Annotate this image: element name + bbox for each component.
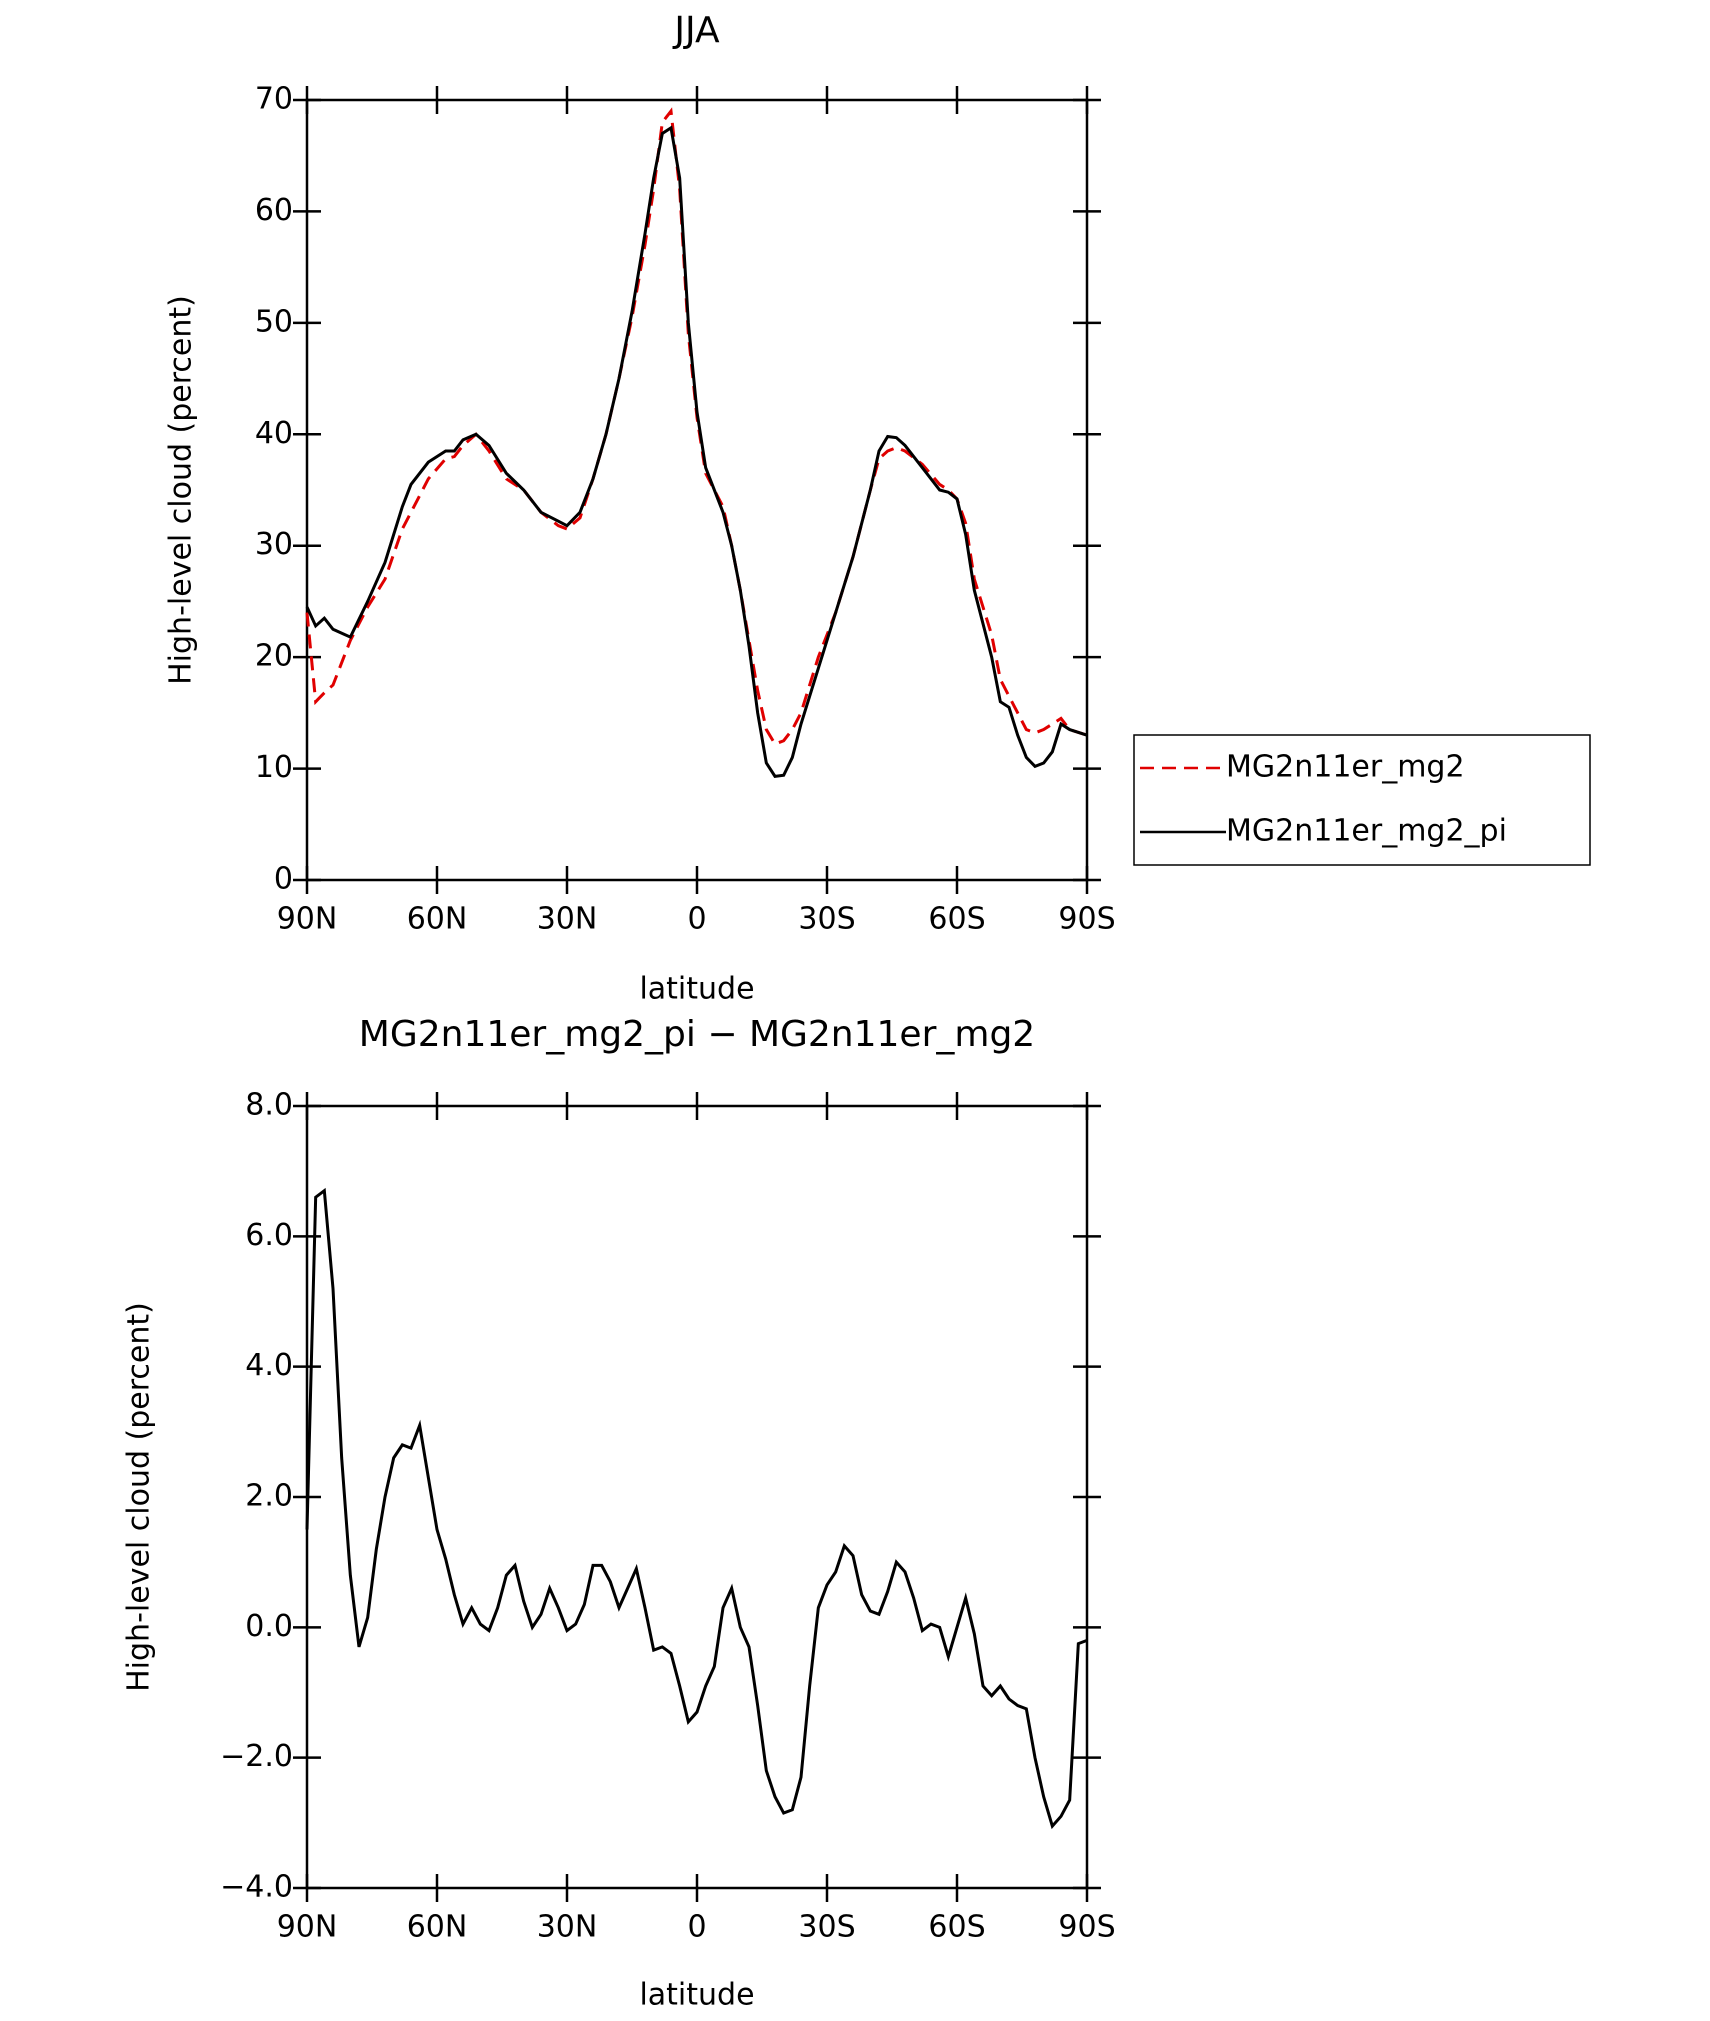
y-tick-label: 50 [255,304,293,339]
legend-label: MG2n11er_mg2_pi [1226,814,1507,849]
x-axis-label: latitude [639,1978,754,2013]
x-tick-label: 60S [928,902,985,937]
data-line [305,125,1088,778]
x-tick-label: 60N [407,1910,468,1945]
x-tick-label: 30N [537,1910,598,1945]
x-axis-label: latitude [639,972,754,1007]
y-tick-label: 8.0 [245,1088,293,1123]
y-tick-label: 2.0 [245,1479,293,1514]
x-tick-label: 30S [798,902,855,937]
y-axis-label: High-level cloud (percent) [164,295,199,685]
x-tick-label: 0 [687,1910,706,1945]
x-tick-label: 30S [798,1910,855,1945]
y-tick-label: 60 [255,193,293,228]
data-line [305,107,1088,746]
y-tick-label: 4.0 [245,1348,293,1383]
y-tick-label: −2.0 [220,1739,293,1774]
plot-frame [305,1104,1089,1890]
x-tick-label: 90S [1058,1910,1115,1945]
y-tick-label: 10 [255,750,293,785]
chart-title: MG2n11er_mg2_pi − MG2n11er_mg2 [359,1014,1035,1055]
y-tick-label: 20 [255,639,293,674]
y-tick-label: 30 [255,527,293,562]
legend-box [1133,734,1591,866]
x-tick-label: 60S [928,1910,985,1945]
y-axis-label: High-level cloud (percent) [122,1302,157,1692]
legend-label: MG2n11er_mg2 [1226,750,1465,785]
x-tick-label: 90N [277,902,338,937]
y-tick-label: −4.0 [220,1870,293,1905]
chart-title: JJA [672,10,720,51]
y-tick-label: 40 [255,416,293,451]
y-tick-label: 6.0 [245,1218,293,1253]
x-tick-label: 90S [1058,902,1115,937]
x-tick-label: 90N [277,1910,338,1945]
x-tick-label: 0 [687,902,706,937]
x-tick-label: 60N [407,902,468,937]
data-line [305,1187,1088,1830]
plot-frame [305,98,1089,882]
y-tick-label: 0 [274,862,293,897]
y-tick-label: 70 [255,82,293,117]
y-tick-label: 0.0 [245,1609,293,1644]
x-tick-label: 30N [537,902,598,937]
